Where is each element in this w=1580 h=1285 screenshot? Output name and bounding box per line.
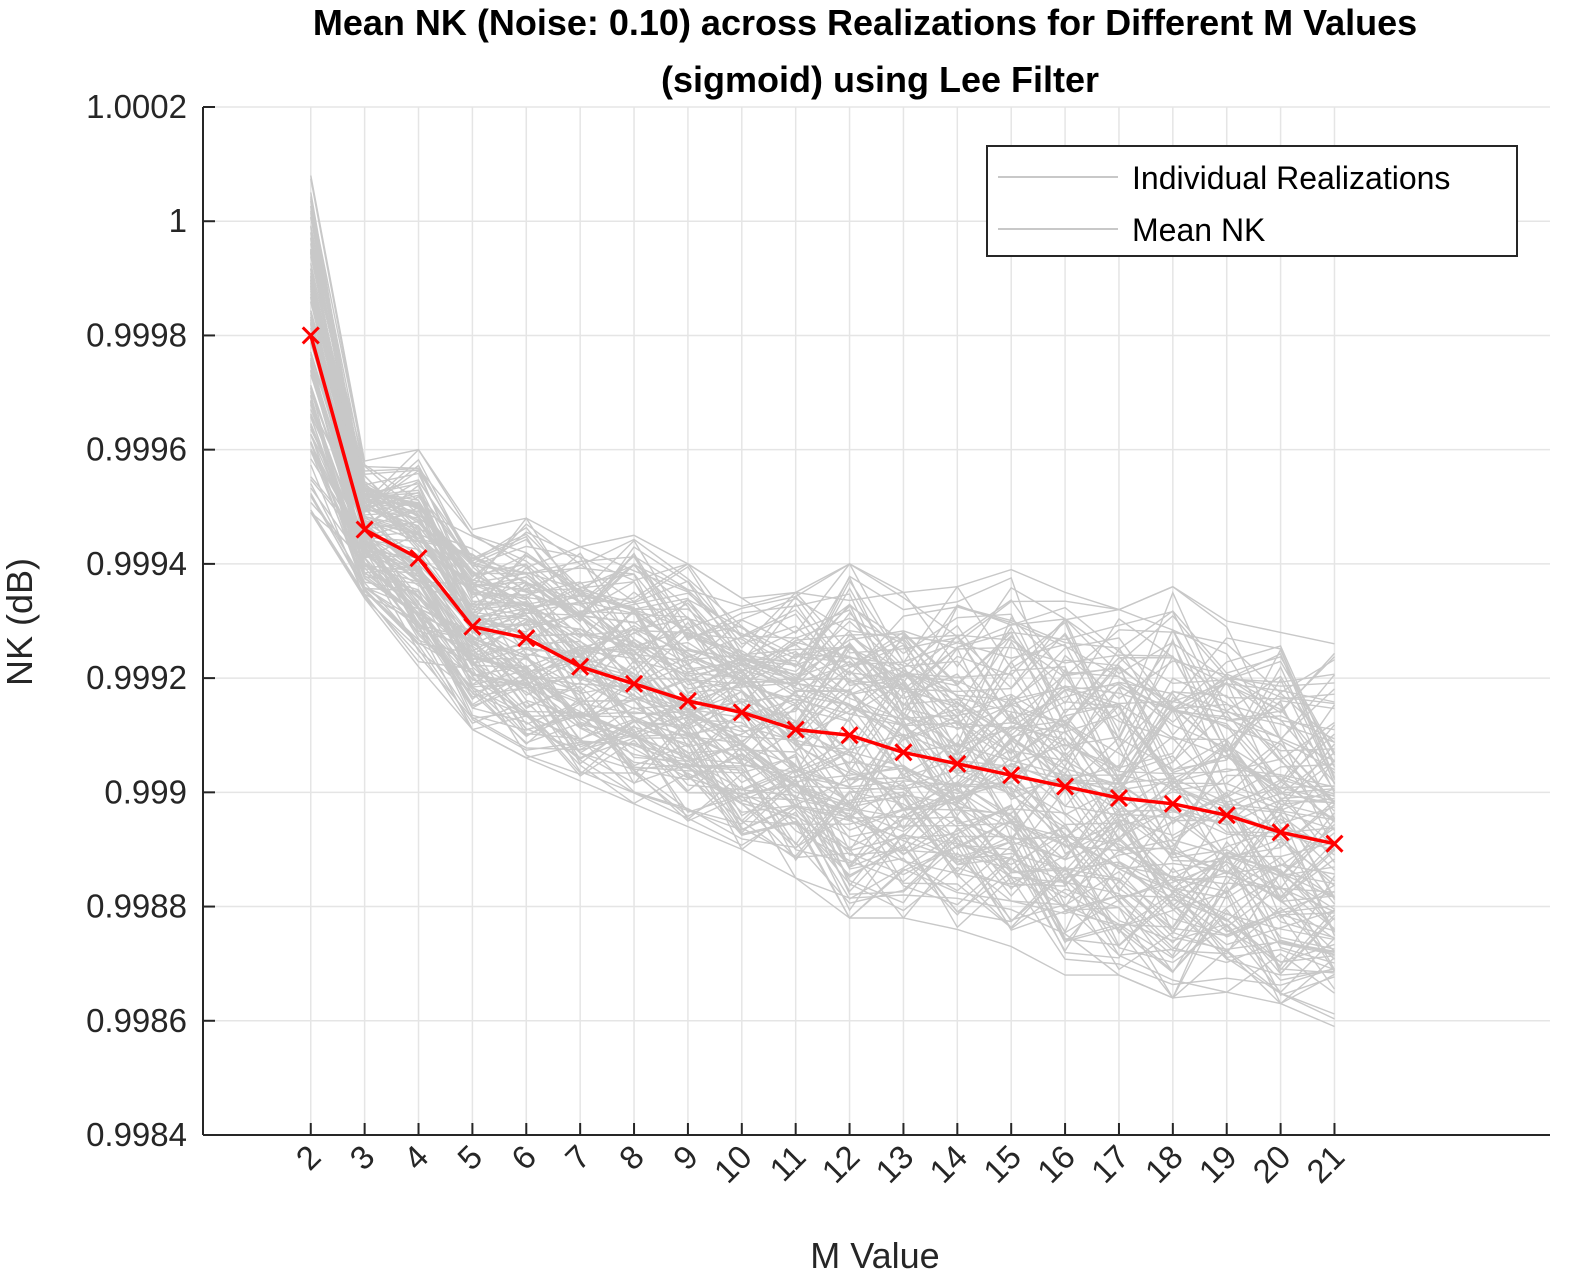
- legend-box: [986, 145, 1518, 257]
- realization-line: [310, 248, 1335, 744]
- realization-line: [310, 458, 1335, 971]
- y-tick-label: 0.9992: [86, 659, 187, 696]
- mean-marker: [1217, 806, 1236, 825]
- mean-marker: [1056, 777, 1075, 796]
- realization-line: [310, 387, 1335, 955]
- realization-line: [310, 217, 1336, 778]
- legend-label-realizations: Individual Realizations: [1132, 160, 1450, 196]
- realization-line: [310, 269, 1335, 843]
- mean-marker: [624, 674, 644, 693]
- realization-line: [310, 323, 1335, 875]
- realization-line: [310, 388, 1336, 937]
- axes: [202, 106, 1550, 1136]
- mean-marker: [1002, 766, 1021, 785]
- realization-line: [310, 387, 1335, 874]
- y-tick-label: 1: [169, 202, 187, 239]
- realization-line: [310, 276, 1335, 848]
- realization-line: [310, 364, 1335, 933]
- mean-line: [309, 334, 1335, 846]
- y-tick-label: 0.999: [104, 773, 187, 810]
- realization-lines: [310, 175, 1336, 1028]
- realization-line: [310, 512, 1335, 1028]
- realization-line: [310, 286, 1336, 784]
- y-tick-label: 0.9988: [86, 888, 187, 925]
- mean-marker: [678, 691, 697, 711]
- mean-marker: [948, 754, 967, 773]
- y-axis-label: NK (dB): [0, 558, 40, 686]
- x-axis-label: M Value: [810, 1235, 939, 1276]
- realization-line: [310, 250, 1336, 785]
- y-tick-label: 0.9998: [86, 316, 187, 353]
- y-tick-label: 0.9996: [86, 431, 187, 468]
- mean-marker: [732, 703, 751, 722]
- realization-line: [310, 310, 1335, 842]
- mean-marker: [894, 743, 913, 762]
- mean-marker: [355, 520, 374, 539]
- realization-line: [310, 263, 1335, 825]
- realization-line: [310, 434, 1335, 994]
- realization-line: [310, 301, 1336, 898]
- chart-title-line2: (sigmoid) using Lee Filter: [661, 59, 1099, 100]
- realization-line: [310, 354, 1336, 929]
- realization-line: [310, 272, 1336, 812]
- mean-marker: [1163, 794, 1182, 813]
- realization-line: [310, 312, 1335, 893]
- mean-marker: [517, 629, 536, 648]
- y-tick-label: 0.9986: [86, 1002, 187, 1039]
- mean-series: [301, 326, 1344, 853]
- mean-marker: [409, 549, 428, 568]
- realization-line: [310, 428, 1335, 959]
- realization-line: [310, 441, 1335, 952]
- realization-line: [310, 395, 1335, 976]
- mean-marker: [1109, 788, 1129, 808]
- realization-line: [310, 282, 1335, 813]
- realization-line: [310, 401, 1336, 990]
- mean-marker: [786, 720, 805, 739]
- realization-line: [310, 424, 1336, 968]
- realization-line: [310, 384, 1335, 943]
- mean-marker: [301, 326, 320, 345]
- chart-title-line1: Mean NK (Noise: 0.10) across Realization…: [313, 2, 1417, 43]
- realization-line: [310, 178, 1335, 709]
- realization-line: [310, 487, 1335, 1000]
- realization-line: [310, 282, 1335, 783]
- mean-marker: [840, 726, 859, 745]
- realization-line: [310, 200, 1335, 753]
- realization-line: [310, 316, 1335, 803]
- realization-line: [310, 400, 1335, 876]
- legend-label-mean: Mean NK: [1132, 212, 1265, 248]
- mean-marker: [571, 657, 590, 676]
- mean-marker: [463, 617, 482, 636]
- realization-line: [310, 433, 1335, 994]
- realization-line: [310, 175, 1335, 645]
- realization-line: [310, 205, 1335, 742]
- realization-line: [310, 238, 1336, 774]
- realization-line: [310, 390, 1335, 911]
- realization-line: [310, 360, 1335, 899]
- realization-line: [310, 319, 1335, 855]
- y-tick-label: 1.0002: [86, 88, 187, 125]
- realization-line: [310, 501, 1335, 981]
- realization-line: [310, 362, 1336, 840]
- mean-marker: [1271, 823, 1290, 842]
- realization-line: [310, 404, 1335, 939]
- realization-line: [310, 334, 1335, 788]
- realization-line: [310, 492, 1335, 997]
- mean-marker: [1325, 834, 1344, 853]
- y-tick-labels: 0.9984 0.9986 0.9988 0.999 0.9992 0.9994 0.999…: [86, 88, 187, 1153]
- legend: Individual Realizations Mean NK: [986, 145, 1518, 257]
- y-tick-label: 0.9994: [86, 545, 187, 582]
- y-tick-label: 0.9984: [86, 1116, 187, 1153]
